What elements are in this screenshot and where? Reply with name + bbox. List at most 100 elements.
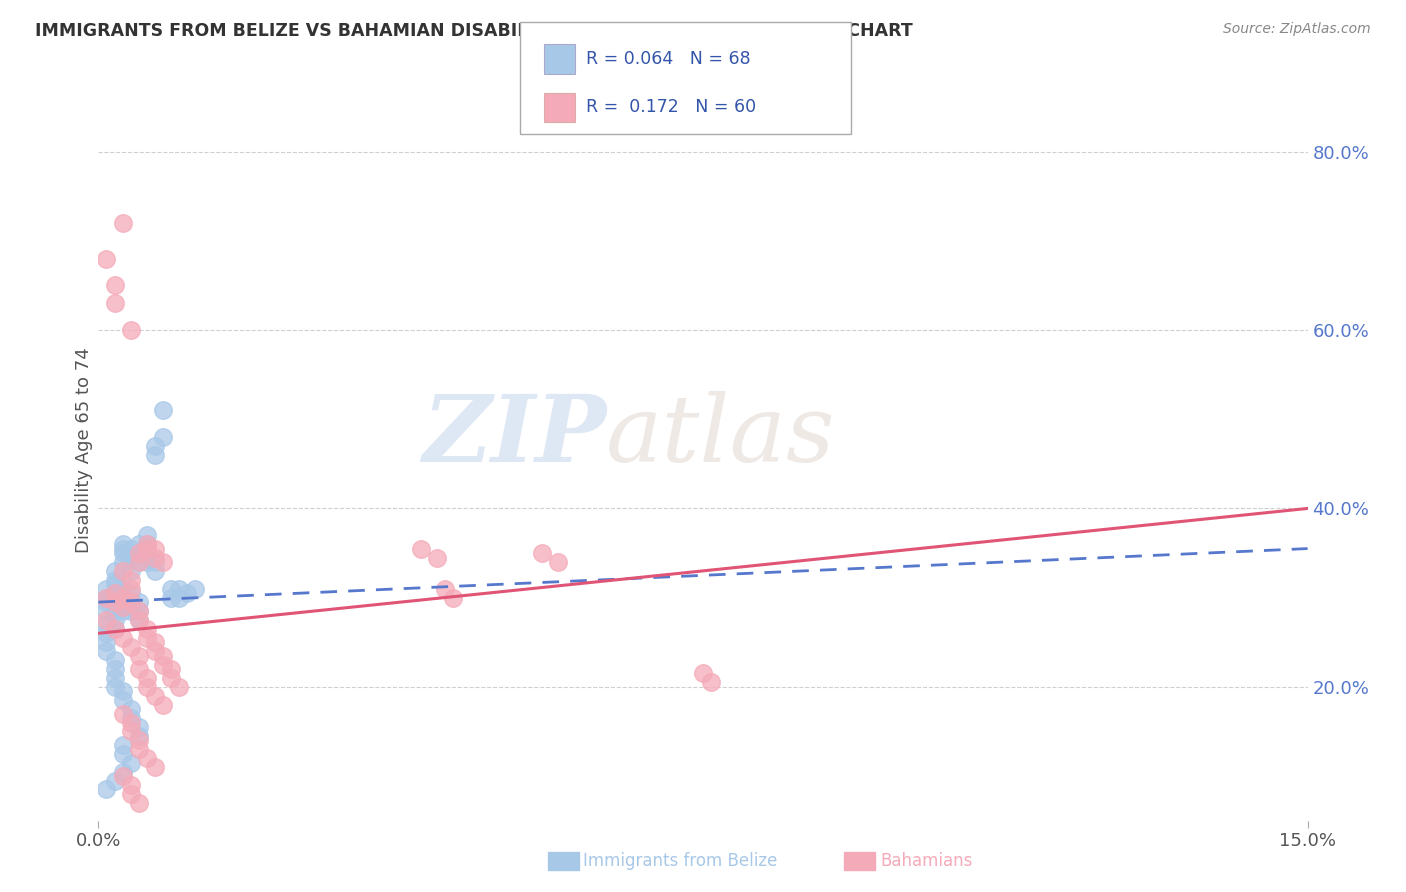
Point [135, 622, 157, 636]
Point [184, 582, 207, 596]
Point [409, 541, 432, 556]
Point [167, 582, 190, 596]
Point [103, 595, 125, 609]
Point [111, 537, 134, 551]
Text: R = 0.064   N = 68: R = 0.064 N = 68 [586, 50, 751, 68]
Point [160, 591, 183, 605]
Point [120, 582, 142, 596]
Point [120, 711, 142, 725]
Point [530, 546, 553, 560]
Text: ZIP: ZIP [422, 391, 606, 481]
Point [120, 604, 142, 618]
Point [120, 778, 142, 792]
Point [128, 555, 150, 569]
Point [120, 564, 142, 578]
Point [135, 671, 157, 685]
Point [120, 787, 142, 801]
Point [96, 591, 118, 605]
Point [128, 733, 150, 747]
Point [96, 782, 118, 797]
Point [152, 555, 174, 569]
Point [128, 604, 150, 618]
Point [135, 537, 157, 551]
Point [135, 680, 157, 694]
Point [103, 662, 125, 676]
Point [120, 595, 142, 609]
Point [111, 216, 134, 230]
Point [434, 582, 457, 596]
Point [96, 626, 118, 640]
Point [103, 653, 125, 667]
Point [111, 546, 134, 560]
Point [103, 622, 125, 636]
Point [120, 541, 142, 556]
Point [143, 689, 166, 703]
Point [135, 751, 157, 765]
Point [128, 662, 150, 676]
Point [120, 640, 142, 654]
Point [103, 577, 125, 591]
Point [160, 671, 183, 685]
Point [111, 604, 134, 618]
Point [103, 671, 125, 685]
Point [103, 595, 125, 609]
Point [96, 613, 118, 627]
Text: R =  0.172   N = 60: R = 0.172 N = 60 [586, 98, 756, 117]
Point [143, 439, 166, 453]
Point [96, 591, 118, 605]
Point [135, 537, 157, 551]
Point [128, 613, 150, 627]
Point [547, 555, 569, 569]
Point [160, 582, 183, 596]
Point [128, 546, 150, 560]
Point [152, 657, 174, 672]
Point [176, 586, 198, 600]
Point [120, 756, 142, 770]
Point [111, 555, 134, 569]
Text: IMMIGRANTS FROM BELIZE VS BAHAMIAN DISABILITY AGE 65 TO 74 CORRELATION CHART: IMMIGRANTS FROM BELIZE VS BAHAMIAN DISAB… [35, 22, 912, 40]
Point [692, 666, 714, 681]
Point [96, 644, 118, 658]
Point [700, 675, 723, 690]
Point [111, 631, 134, 645]
Point [96, 635, 118, 649]
Point [96, 595, 118, 609]
Point [111, 738, 134, 752]
Point [103, 680, 125, 694]
Point [103, 564, 125, 578]
Point [128, 537, 150, 551]
Point [143, 635, 166, 649]
Point [135, 555, 157, 569]
Point [152, 698, 174, 712]
Point [128, 796, 150, 810]
Point [111, 541, 134, 556]
Text: Immigrants from Belize: Immigrants from Belize [583, 852, 778, 870]
Point [96, 617, 118, 632]
Point [152, 403, 174, 417]
Point [103, 613, 125, 627]
Point [120, 586, 142, 600]
Point [128, 720, 150, 734]
Text: Source: ZipAtlas.com: Source: ZipAtlas.com [1223, 22, 1371, 37]
Point [128, 742, 150, 756]
Point [103, 586, 125, 600]
Point [111, 684, 134, 698]
Point [111, 747, 134, 761]
Point [167, 591, 190, 605]
Point [143, 541, 166, 556]
Point [111, 706, 134, 721]
Point [143, 550, 166, 565]
Point [120, 573, 142, 587]
Point [103, 586, 125, 600]
Point [111, 599, 134, 614]
Point [96, 252, 118, 266]
Point [152, 430, 174, 444]
Point [143, 760, 166, 774]
Point [167, 680, 190, 694]
Point [128, 546, 150, 560]
Point [135, 528, 157, 542]
Point [103, 622, 125, 636]
Point [135, 541, 157, 556]
Point [111, 599, 134, 614]
Point [128, 555, 150, 569]
